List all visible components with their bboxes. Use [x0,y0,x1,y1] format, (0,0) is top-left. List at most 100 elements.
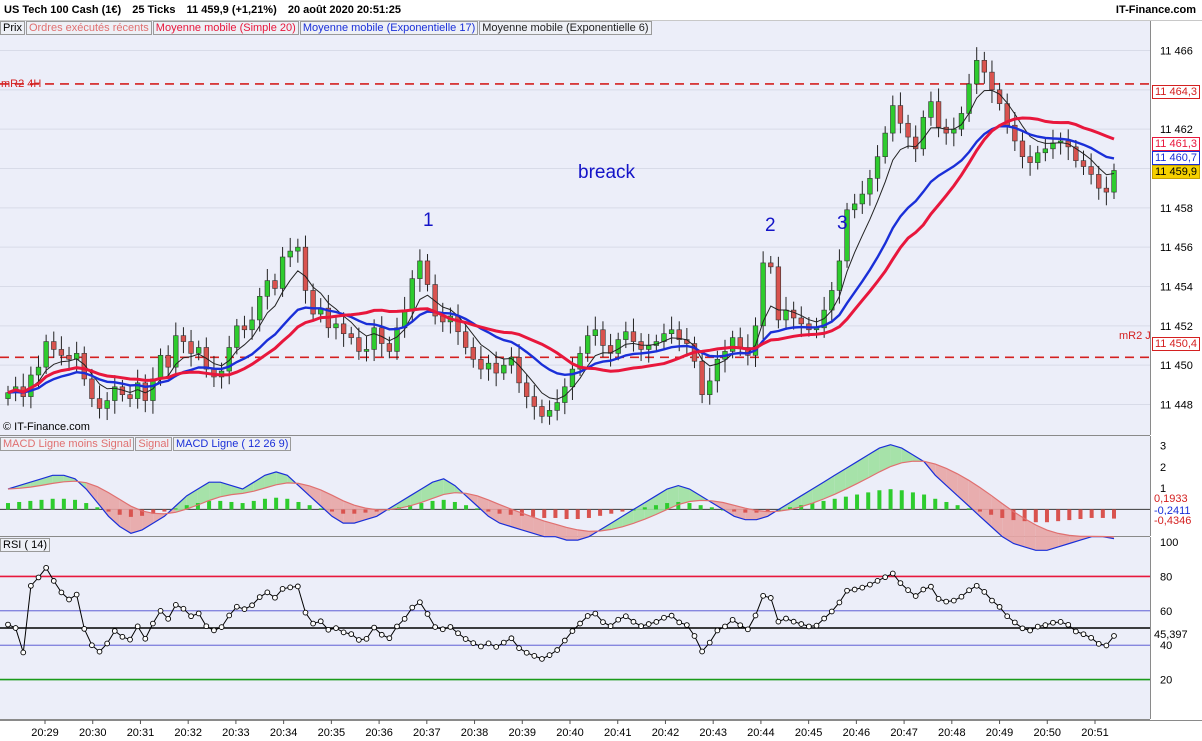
time-tick-label: 20:48 [938,727,966,739]
candle-body [883,133,888,157]
candle-body [166,355,171,367]
legend-orders[interactable]: Ordres exécutés récents [26,21,152,35]
legend-ema17[interactable]: Moyenne mobile (Exponentielle 17) [300,21,478,35]
legend-rsi[interactable]: RSI ( 14) [0,538,50,552]
macd-hist-bar [51,499,55,510]
candle-body [273,281,278,289]
rsi-point [74,592,79,597]
rsi-point [280,586,285,591]
rsi-point [6,622,11,627]
rsi-point [204,624,209,629]
macd-hist-bar [6,503,10,509]
rsi-point [883,575,888,580]
rsi-point [898,581,903,586]
rsi-point [753,613,758,618]
rsi-point [326,627,331,632]
macd-hist-bar [107,509,111,511]
rsi-point [189,614,194,619]
candle-body [868,178,873,194]
legend-macd-signal[interactable]: Signal [135,437,172,451]
rsi-point [616,617,621,622]
rsi-point [1035,624,1040,629]
rsi-point [494,645,499,650]
rsi-tick-label: 60 [1160,606,1172,618]
rsi-tick-label: 20 [1160,675,1172,687]
rsi-point [410,605,415,610]
candle-body [1089,167,1094,175]
macd-hist-bar [889,489,893,509]
rsi-point [578,621,583,626]
time-tick-label: 20:47 [890,727,918,739]
rsi-point [105,641,110,646]
rsi-point [151,621,156,626]
candle-body [242,326,247,330]
candle-body [1028,157,1033,163]
legend-macd-line[interactable]: MACD Ligne ( 12 26 9) [173,437,292,451]
candle-body [1081,161,1086,167]
macd-value-1: 0,1933 [1152,493,1190,505]
rsi-point [707,640,712,645]
rsi-point [669,613,674,618]
rsi-point [1104,643,1109,648]
macd-hist-bar [95,507,99,509]
candle-body [875,157,880,179]
rsi-point [837,600,842,605]
time-tick-label: 20:42 [652,727,680,739]
candle-body [990,72,995,90]
rsi-point [1028,628,1033,633]
candle-body [341,324,346,334]
rsi-point [36,575,41,580]
macd-hist-bar [699,505,703,509]
candle-body [471,347,476,359]
rsi-point [623,614,628,619]
rsi-point [341,630,346,635]
rsi-point [257,595,262,600]
rsi-point [814,623,819,628]
macd-hist-bar [229,502,233,509]
legend-macd-hist[interactable]: MACD Ligne moins Signal [0,437,134,451]
time-tick-label: 20:46 [843,727,871,739]
rsi-point [318,619,323,624]
candle-body [501,365,506,373]
candle-body [463,332,468,348]
rsi-point [479,644,484,649]
macd-hist-bar [330,509,334,511]
macd-hist-bar [1000,509,1004,518]
rsi-point [303,610,308,615]
candle-body [540,406,545,416]
candle-body [265,281,270,297]
rsi-point [349,632,354,637]
rsi-point [761,593,766,598]
rsi-point [509,636,514,641]
rsi-point [806,624,811,629]
rsi-point [402,616,407,621]
candle-body [59,349,64,355]
candle-body [494,363,499,373]
candle-body [418,261,423,279]
rsi-point [684,623,689,628]
macd-hist-bar [1112,509,1116,518]
rsi-point [440,627,445,632]
legend-ema6[interactable]: Moyenne mobile (Exponentielle 6) [479,21,651,35]
rsi-point [471,641,476,646]
rsi-point [90,643,95,648]
candle-body [280,257,285,288]
legend-price[interactable]: Prix [0,21,25,35]
candle-body [234,326,239,348]
macd-hist-bar [576,509,580,519]
rsi-point [738,623,743,628]
time-tick-label: 20:43 [699,727,727,739]
legend-sma[interactable]: Moyenne mobile (Simple 20) [153,21,299,35]
rsi-point [608,624,613,629]
candle-body [929,102,934,118]
tag-r2-4h: 11 464,3 [1152,85,1200,99]
rsi-point [135,624,140,629]
macd-hist-bar [17,502,21,509]
rsi-point [311,621,316,626]
annotation-3: 3 [837,213,848,235]
rsi-point [1043,623,1048,628]
candle-body [646,346,651,350]
rsi-point [692,634,697,639]
macd-hist-bar [743,509,747,512]
